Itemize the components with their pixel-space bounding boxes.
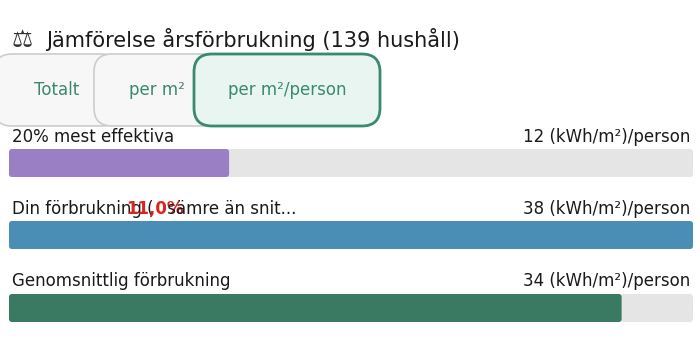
FancyBboxPatch shape — [94, 54, 220, 126]
Text: 38 (kWh/m²)/person: 38 (kWh/m²)/person — [523, 200, 690, 218]
FancyBboxPatch shape — [9, 294, 622, 322]
Text: Totalt: Totalt — [34, 81, 80, 99]
Text: 20% mest effektiva: 20% mest effektiva — [12, 128, 174, 146]
FancyBboxPatch shape — [194, 54, 380, 126]
Text: 34 (kWh/m²)/person: 34 (kWh/m²)/person — [523, 272, 690, 290]
Text: Jämförelse årsförbrukning (139 hushåll): Jämförelse årsförbrukning (139 hushåll) — [46, 28, 460, 51]
Text: Din förbrukning (: Din förbrukning ( — [12, 200, 153, 218]
FancyBboxPatch shape — [9, 149, 693, 177]
Text: ⚖: ⚖ — [12, 28, 33, 52]
FancyBboxPatch shape — [9, 221, 693, 249]
Text: sämre än snit...: sämre än snit... — [162, 200, 296, 218]
Text: 11,0%: 11,0% — [126, 200, 183, 218]
FancyBboxPatch shape — [0, 54, 120, 126]
Text: Genomsnittlig förbrukning: Genomsnittlig förbrukning — [12, 272, 230, 290]
FancyBboxPatch shape — [9, 149, 229, 177]
Text: per m²/person: per m²/person — [228, 81, 346, 99]
FancyBboxPatch shape — [9, 221, 693, 249]
Text: per m²: per m² — [129, 81, 185, 99]
FancyBboxPatch shape — [9, 294, 693, 322]
Text: 12 (kWh/m²)/person: 12 (kWh/m²)/person — [523, 128, 690, 146]
